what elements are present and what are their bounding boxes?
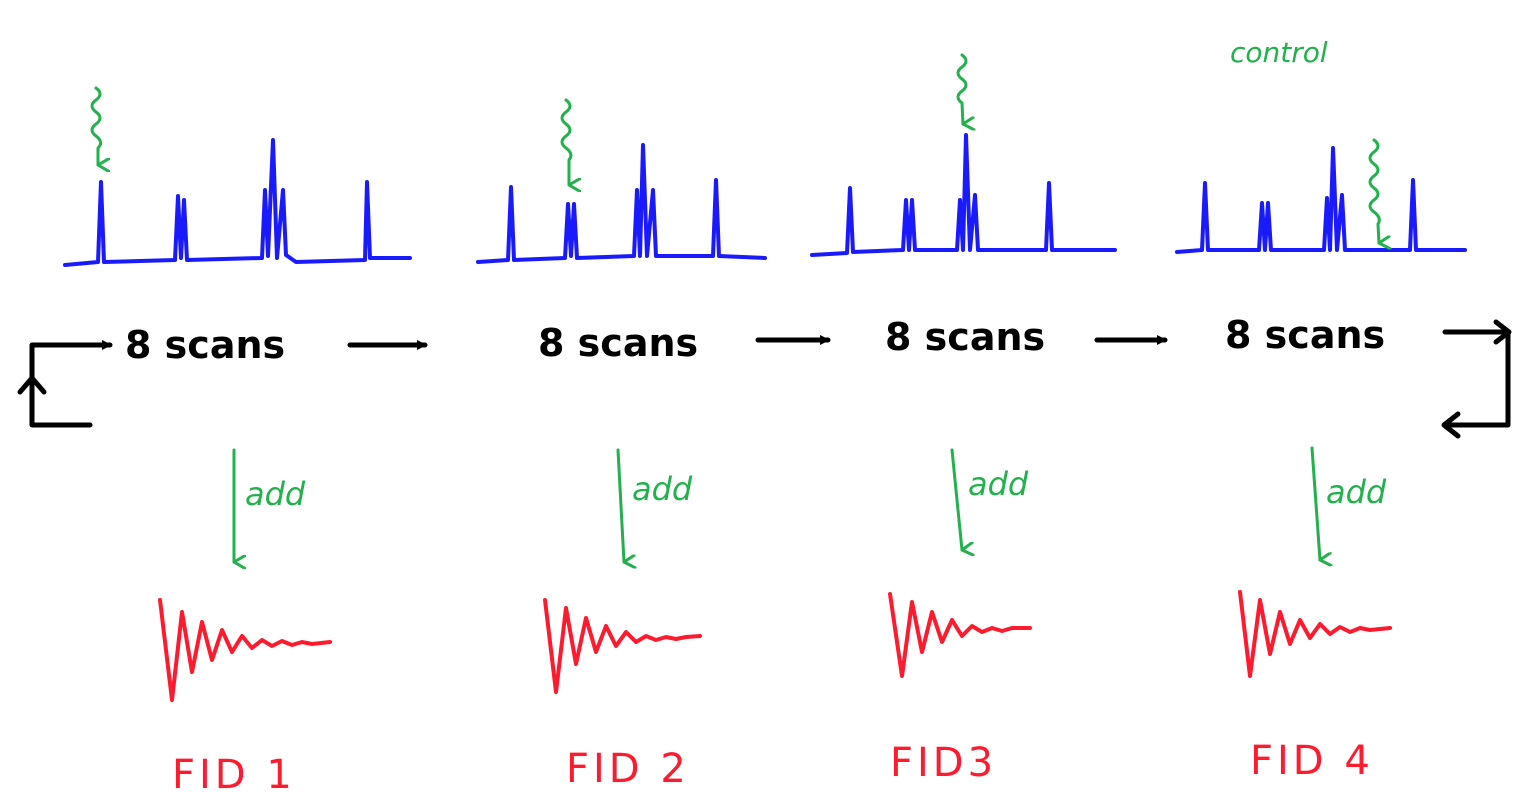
add-arrow-2	[616, 448, 624, 562]
add-arrows	[232, 446, 1320, 562]
fid-label-1: FID 1	[172, 752, 296, 792]
irradiation-arrow-4	[1368, 138, 1379, 243]
spectrum-2-trace	[476, 143, 767, 264]
wavy-arrow-icon	[560, 98, 571, 185]
add-label-3: add	[968, 465, 1029, 503]
add-label-4: add	[1326, 473, 1387, 511]
wavy-arrow-icon	[956, 53, 966, 124]
scan-flow	[17, 319, 1512, 439]
fid-trace-2	[543, 598, 702, 694]
loop-back-right	[1442, 329, 1511, 428]
fid-traces	[158, 590, 1392, 702]
scans-label-1: 8 scans	[125, 323, 285, 367]
arrow-into-right-icon	[1493, 319, 1512, 345]
add-label-1: add	[245, 475, 306, 513]
spectrum-2	[476, 143, 767, 264]
loop-arrow-up-icon	[17, 375, 47, 395]
loop-arrowhead-right-icon	[1441, 411, 1461, 439]
fid-trace-1	[158, 598, 332, 702]
fid-label-4: FID 4	[1250, 738, 1374, 784]
fid-label-3: FID3	[890, 740, 997, 786]
scans-label-3: 8 scans	[885, 315, 1045, 359]
spectrum-4-trace	[1175, 146, 1467, 254]
add-arrow-4	[1310, 446, 1320, 560]
scans-label-4: 8 scans	[1225, 313, 1385, 357]
add-label-2: add	[632, 470, 693, 508]
wavy-arrow-icon	[1368, 138, 1379, 243]
spectrum-3-trace	[810, 133, 1117, 257]
irradiation-arrow-3	[956, 53, 966, 124]
control-label: control	[1230, 36, 1328, 69]
scans-label-2: 8 scans	[538, 321, 698, 365]
loop-back-left	[29, 340, 113, 428]
add-arrow-3	[950, 448, 962, 550]
spectrum-3	[810, 133, 1117, 257]
fid-label-2: FID 2	[566, 746, 690, 792]
spectrum-1-trace	[63, 138, 412, 267]
spectrum-1	[63, 138, 412, 267]
spectrum-4	[1175, 146, 1467, 254]
fid-trace-4	[1238, 590, 1392, 678]
wavy-arrow-icon	[90, 86, 101, 165]
irradiation-arrow-1	[90, 86, 101, 165]
irradiation-arrow-2	[560, 98, 571, 185]
fid-trace-3	[888, 592, 1032, 678]
